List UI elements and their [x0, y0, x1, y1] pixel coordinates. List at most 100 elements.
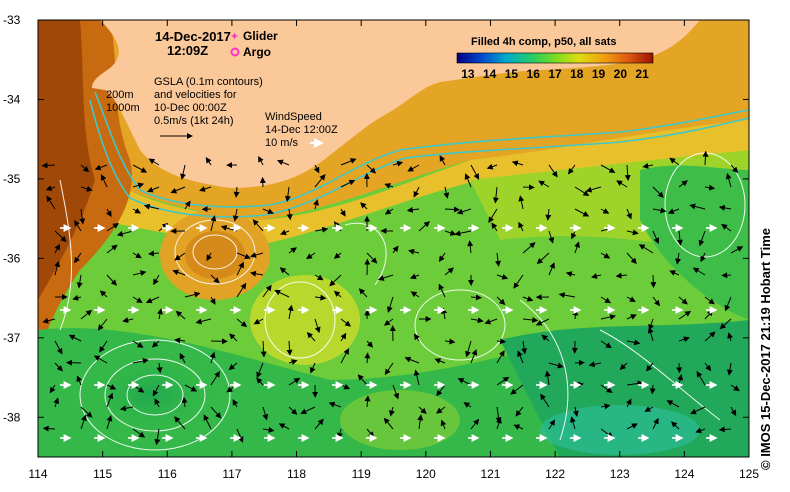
colorbar-tick-label: 17	[548, 67, 562, 81]
velocity-arrow	[513, 274, 524, 289]
velocity-arrow	[470, 317, 484, 324]
velocity-arrow	[615, 272, 628, 279]
velocity-arrow	[79, 208, 86, 225]
velocity-arrow	[105, 208, 112, 218]
lon-label: 119	[352, 467, 371, 481]
velocity-arrow	[314, 226, 329, 233]
velocity-arrow	[288, 406, 298, 415]
velocity-arrow	[287, 304, 294, 320]
velocity-arrow	[392, 384, 400, 400]
isobath-label-1000: 1000m	[106, 102, 140, 114]
velocity-arrow	[340, 332, 347, 342]
velocity-arrow	[548, 164, 558, 178]
velocity-arrow	[484, 318, 498, 325]
velocity-arrow	[80, 406, 93, 418]
velocity-arrow	[277, 159, 290, 166]
velocity-arrow	[233, 186, 240, 198]
map-frame	[37, 19, 750, 458]
velocity-arrow	[591, 273, 602, 279]
velocity-arrow	[154, 398, 161, 408]
velocity-arrow	[444, 267, 454, 276]
velocity-arrow	[558, 292, 576, 299]
velocity-arrow	[340, 348, 350, 364]
velocity-arrow	[300, 406, 316, 415]
velocity-arrow	[205, 156, 212, 166]
velocity-arrow	[236, 252, 251, 260]
velocity-arrow	[329, 274, 342, 287]
lon-label: 125	[739, 467, 759, 481]
velocity-arrow	[719, 318, 732, 330]
velocity-arrow	[700, 252, 706, 263]
velocity-arrow	[333, 252, 342, 259]
velocity-arrow	[496, 376, 510, 386]
velocity-arrow	[53, 397, 60, 408]
velocity-arrow	[106, 222, 120, 232]
velocity-arrow	[392, 245, 399, 254]
velocity-arrow	[626, 229, 639, 236]
velocity-arrow	[408, 248, 420, 255]
lon-label: 114	[28, 467, 47, 481]
velocity-arrow	[106, 415, 113, 430]
velocity-arrow	[132, 340, 144, 348]
velocity-arrow	[600, 403, 611, 410]
velocity-arrow	[146, 186, 160, 193]
velocity-arrow	[652, 296, 661, 307]
velocity-arrow	[132, 270, 147, 277]
velocity-arrow	[465, 340, 472, 358]
velocity-arrow	[438, 283, 446, 298]
velocity-arrow	[148, 250, 160, 257]
velocity-arrow	[666, 400, 680, 408]
velocity-arrow	[314, 294, 327, 301]
velocity-arrow	[463, 402, 472, 408]
velocity-arrow	[154, 428, 161, 446]
velocity-arrow	[256, 362, 264, 379]
velocity-arrow	[80, 309, 93, 320]
wind-line-1: WindSpeed	[265, 111, 322, 123]
velocity-arrow	[417, 414, 424, 430]
lon-label: 115	[93, 467, 112, 481]
velocity-arrow	[470, 294, 482, 301]
velocity-arrow	[313, 199, 319, 210]
velocity-arrow	[671, 421, 680, 430]
velocity-arrow	[99, 290, 108, 298]
colorbar-tick-label: 16	[527, 67, 541, 81]
lon-label: 118	[287, 467, 306, 481]
wind-legend: WindSpeed 14-Dec 12:00Z 10 m/s	[265, 111, 338, 149]
velocity-arrow	[667, 208, 680, 215]
velocity-arrow	[286, 340, 293, 356]
velocity-arrow	[695, 427, 706, 434]
velocity-arrow	[626, 339, 641, 346]
velocity-arrow	[195, 318, 212, 325]
velocity-arrow	[314, 418, 324, 430]
velocity-arrow	[678, 310, 692, 320]
velocity-arrow	[650, 274, 657, 289]
velocity-arrow	[444, 338, 456, 345]
colorbar-tick-label: 18	[570, 67, 584, 81]
velocity-arrow	[649, 384, 656, 395]
velocity-arrow	[42, 317, 56, 324]
velocity-arrow	[279, 267, 290, 276]
velocity-arrow	[262, 426, 275, 433]
platform-legend: ✦ Glider Argo	[230, 29, 278, 59]
velocity-arrow	[340, 158, 357, 166]
lon-label: 116	[158, 467, 177, 481]
velocity-arrow	[284, 186, 291, 203]
velocity-arrow	[496, 350, 505, 364]
velocity-arrow	[93, 355, 108, 364]
velocity-arrow	[174, 337, 186, 344]
velocity-arrow	[262, 284, 272, 298]
velocity-arrow	[517, 350, 524, 364]
velocity-arrow	[704, 296, 715, 305]
velocity-arrow	[616, 180, 628, 188]
velocity-arrow	[184, 291, 201, 298]
velocity-arrow	[386, 296, 394, 313]
velocity-arrow	[588, 361, 602, 368]
latitude-axis: -33 -34 -35 -36 -37 -38	[3, 13, 749, 424]
map-date: 14-Dec-2017	[155, 29, 231, 44]
velocity-arrow	[209, 351, 216, 364]
colorbar-tick-label: 20	[614, 67, 628, 81]
velocity-arrow	[413, 333, 420, 342]
velocity-arrow	[456, 208, 472, 215]
velocity-arrow	[536, 252, 550, 265]
lat-label: -34	[3, 92, 21, 106]
